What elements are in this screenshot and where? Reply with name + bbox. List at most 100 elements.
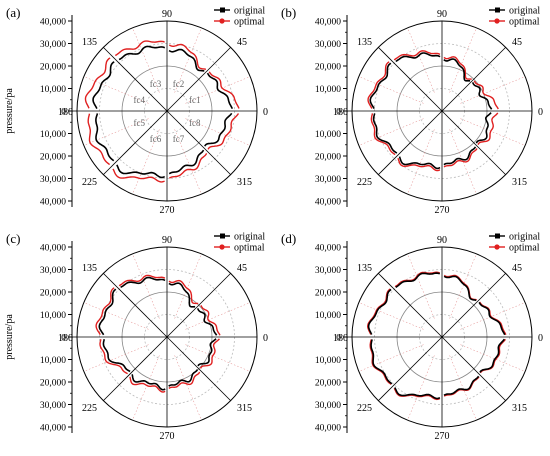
legend-marker bbox=[494, 18, 500, 24]
series-optimal-line bbox=[370, 113, 396, 156]
series-original-line bbox=[475, 112, 492, 144]
series-original-line bbox=[479, 338, 505, 373]
legend-marker bbox=[219, 18, 225, 24]
series-optimal-line bbox=[168, 43, 207, 70]
series-original-line bbox=[395, 52, 441, 63]
grid-minor-spoke bbox=[449, 355, 477, 421]
angular-label: 90 bbox=[162, 9, 172, 20]
angular-label: 135 bbox=[357, 263, 372, 274]
y-tick-label: 20,000 bbox=[315, 63, 341, 73]
grid-minor-spoke bbox=[185, 302, 251, 330]
y-tick-label: 20,000 bbox=[40, 289, 66, 299]
grid-minor-spoke bbox=[460, 344, 526, 372]
grid-minor-spoke bbox=[174, 129, 202, 195]
series-original-line bbox=[443, 275, 477, 302]
angular-label: 315 bbox=[512, 403, 527, 414]
series-original-line bbox=[116, 164, 166, 179]
legend-marker bbox=[219, 244, 225, 250]
angular-label: 45 bbox=[512, 263, 522, 274]
y-tick-label: 40,000 bbox=[40, 244, 66, 254]
series-original-line bbox=[394, 387, 441, 400]
grid-minor-spoke bbox=[460, 118, 526, 146]
series-optimal-line bbox=[168, 153, 208, 179]
grid-minor-spoke bbox=[83, 76, 149, 104]
y-tick-label: 40,000 bbox=[40, 424, 66, 434]
series-original-line bbox=[120, 276, 166, 289]
y-tick-label: 30,000 bbox=[315, 40, 341, 50]
angular-label: 180 bbox=[58, 333, 73, 344]
panel-c: (c) 0 45 90 135 180 225 270 315 40,000 30,000 20,00… bbox=[4, 231, 268, 442]
angular-label: 135 bbox=[357, 37, 372, 48]
series-original-line bbox=[168, 149, 205, 175]
series-optimal-line bbox=[129, 376, 166, 393]
legend-label: original bbox=[509, 6, 540, 17]
angular-label: 0 bbox=[538, 333, 543, 344]
grid-spoke bbox=[441, 273, 506, 338]
series-original-line bbox=[443, 58, 471, 82]
angular-label: 90 bbox=[437, 235, 447, 246]
y-tick-label: 20,000 bbox=[40, 379, 66, 389]
grid-minor-spoke bbox=[449, 253, 477, 319]
series-original-line bbox=[369, 62, 392, 109]
series-optimal-line bbox=[112, 168, 165, 183]
grid-minor-spoke bbox=[174, 253, 202, 319]
panel-label: (b) bbox=[281, 5, 296, 20]
y-tick-label: 0 bbox=[336, 108, 341, 118]
grid-minor-spoke bbox=[185, 118, 251, 146]
series-optimal-line bbox=[114, 40, 165, 57]
y-tick-label: 20,000 bbox=[315, 153, 341, 163]
angular-label: 315 bbox=[237, 403, 252, 414]
legend-label: original bbox=[234, 6, 265, 17]
sector-label: fc5 bbox=[134, 118, 146, 128]
y-tick-label: 30,000 bbox=[315, 401, 341, 411]
series-original-line bbox=[372, 113, 398, 154]
y-tick-label: 10,000 bbox=[40, 130, 66, 140]
y-tick-label: 10,000 bbox=[315, 356, 341, 366]
legend-marker bbox=[220, 233, 225, 239]
series-optimal-line bbox=[477, 112, 499, 145]
series-optimal-line bbox=[369, 339, 392, 385]
series-optimal-line bbox=[397, 157, 441, 172]
legend-label: optimal bbox=[234, 17, 265, 28]
sector-label: fc6 bbox=[150, 134, 162, 144]
angular-label: 225 bbox=[82, 403, 97, 414]
y-tick-label: 40,000 bbox=[40, 18, 66, 28]
series-original-line bbox=[204, 112, 233, 147]
series-optimal-line bbox=[95, 287, 115, 336]
y-tick-label: 20,000 bbox=[315, 379, 341, 389]
panel-b: (b) 0 45 90 135 180 225 270 315 40,000 30,000 20,00… bbox=[281, 5, 543, 216]
grid-spoke bbox=[103, 110, 168, 175]
grid-minor-spoke bbox=[174, 27, 202, 93]
grid-minor-spoke bbox=[358, 302, 424, 330]
grid-minor-spoke bbox=[185, 344, 251, 372]
series-optimal-line bbox=[168, 279, 199, 305]
angular-label: 135 bbox=[82, 37, 97, 48]
series-optimal-line bbox=[84, 57, 111, 109]
legend-marker bbox=[220, 7, 225, 13]
grid-minor-spoke bbox=[460, 76, 526, 104]
grid-minor-spoke bbox=[449, 27, 477, 93]
grid-minor-spoke bbox=[407, 129, 435, 195]
grid-spoke bbox=[103, 47, 168, 112]
y-tick-label: 10,000 bbox=[40, 356, 66, 366]
series-original-line bbox=[478, 301, 506, 336]
series-original-line bbox=[196, 308, 218, 336]
angular-label: 315 bbox=[512, 177, 527, 188]
grid-spoke bbox=[441, 110, 506, 175]
grid-spoke bbox=[378, 273, 443, 338]
angular-label: 180 bbox=[58, 107, 73, 118]
series-original-line bbox=[168, 369, 199, 387]
series-optimal-line bbox=[366, 288, 391, 335]
series-optimal-line bbox=[393, 50, 441, 61]
series-optimal-line bbox=[473, 80, 499, 110]
grid-minor-spoke bbox=[358, 118, 424, 146]
panel-label: (c) bbox=[6, 231, 20, 246]
grid-minor-spoke bbox=[407, 27, 435, 93]
series-original-line bbox=[443, 146, 477, 166]
y-tick-label: 40,000 bbox=[315, 18, 341, 28]
series-original-line bbox=[118, 45, 166, 61]
series-original-line bbox=[98, 288, 117, 336]
grid-spoke bbox=[166, 47, 231, 112]
angular-label: 45 bbox=[512, 37, 522, 48]
